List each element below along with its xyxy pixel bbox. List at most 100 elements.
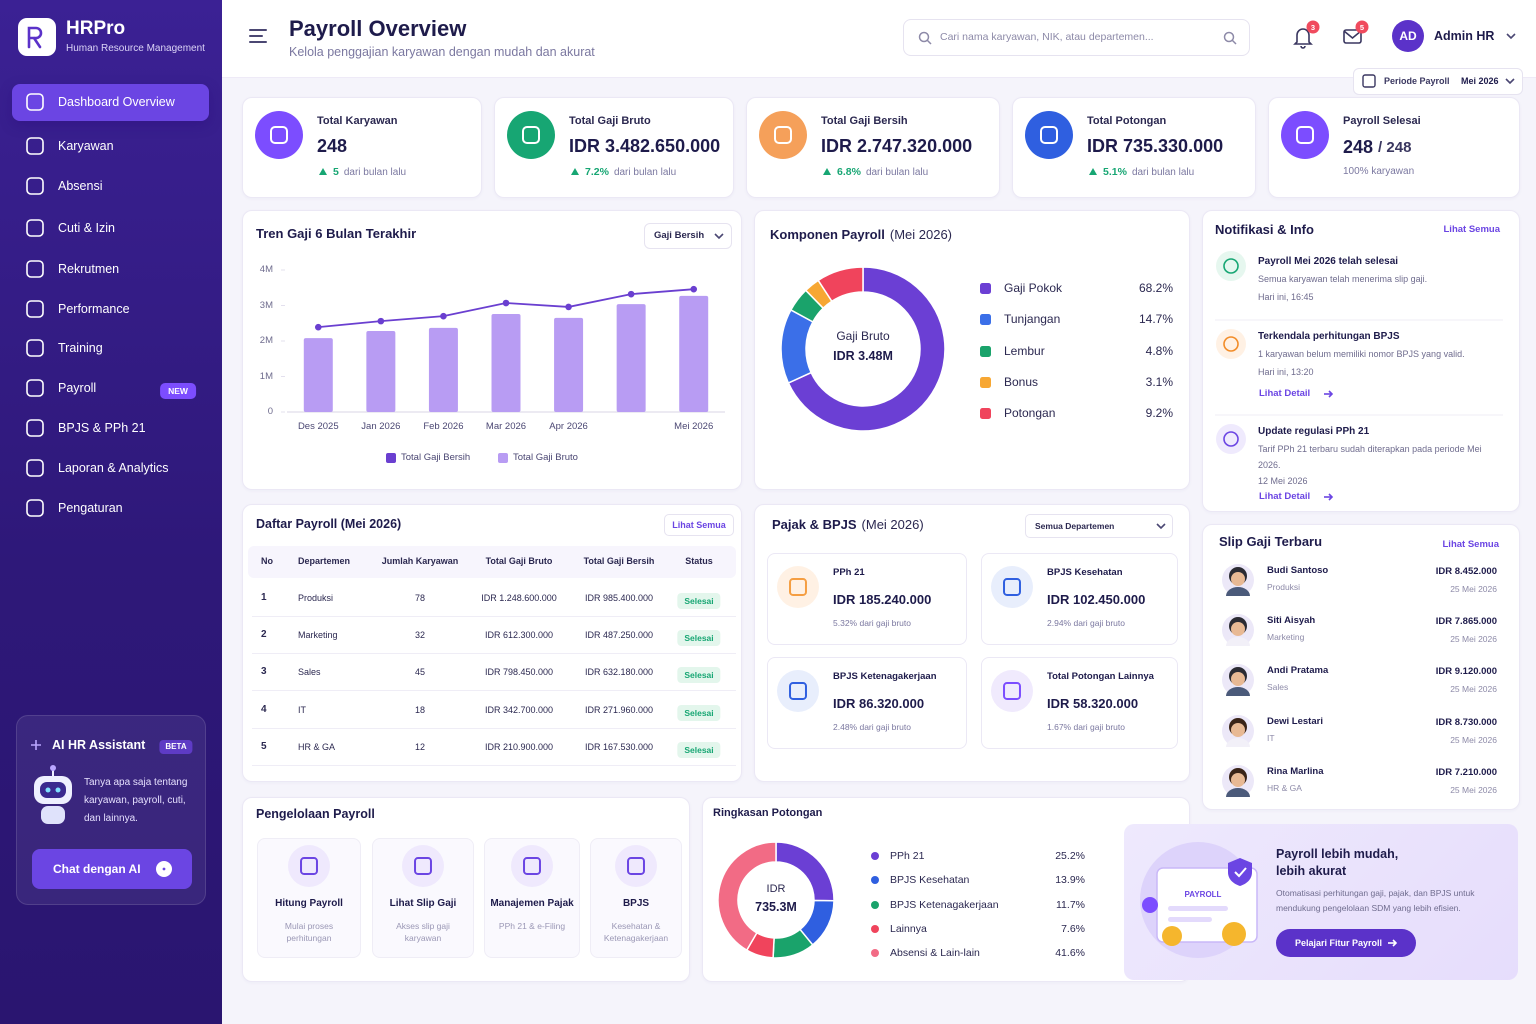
user-name[interactable]: Admin HR — [1434, 28, 1495, 43]
tile-title[interactable]: Hitung Payroll — [275, 898, 343, 909]
menu-item[interactable]: BPJS & PPh 21 — [58, 420, 146, 435]
tile-title[interactable]: Manajemen Pajak — [490, 898, 574, 909]
page-subtitle: Kelola penggajian karyawan dengan mudah … — [289, 44, 595, 59]
table-cell: HR & GA — [298, 741, 336, 752]
table-cell: Marketing — [298, 629, 338, 640]
card-link[interactable]: Lihat Semua — [1443, 224, 1501, 236]
menu-badge: NEW — [160, 382, 196, 400]
table-cell: IDR 1.248.600.000 — [481, 592, 557, 603]
department-select[interactable] — [1025, 514, 1173, 538]
menu-item[interactable]: Training — [58, 340, 103, 355]
table-cell: IDR 487.250.000 — [584, 629, 654, 640]
slip-dept: Produksi — [1267, 581, 1301, 592]
x-tick-label: Mei 2026 — [674, 421, 714, 433]
menu-item[interactable]: Dashboard Overview — [58, 94, 175, 109]
menu-item[interactable]: Karyawan — [58, 138, 114, 153]
table-cell: IDR 632.180.000 — [584, 666, 654, 677]
y-tick-label: 2M — [259, 335, 273, 347]
legend-label: Potongan — [1004, 405, 1056, 420]
stat-change-note: dari bulan lalu — [343, 166, 407, 178]
card-link[interactable]: Lihat Semua — [1442, 539, 1500, 551]
y-tick-label: 0 — [267, 406, 273, 418]
table-cell: Sales — [298, 666, 321, 677]
assistant-title: AI HR Assistant — [52, 737, 146, 752]
chart-dropdown[interactable] — [644, 223, 732, 249]
search-placeholder[interactable]: Cari nama karyawan, NIK, atau departemen… — [940, 30, 1154, 43]
dropdown-label[interactable]: Gaji Bersih — [654, 230, 705, 242]
legend-label: Total Gaji Bruto — [513, 452, 578, 464]
legend-label: Absensi & Lain-lain — [890, 946, 980, 959]
legend-label: Lainnya — [890, 922, 927, 935]
period-select[interactable] — [1353, 68, 1523, 95]
dropdown-label[interactable]: Semua Departemen — [1035, 520, 1115, 531]
slip-name: Andi Pratama — [1267, 665, 1329, 677]
chat-button-label[interactable]: Chat dengan AI — [53, 861, 141, 876]
promo-button-label[interactable]: Pelajari Fitur Payroll — [1295, 937, 1383, 948]
table-cell: 2 — [261, 629, 267, 640]
tax-value: IDR 102.450.000 — [1047, 592, 1146, 608]
table-cell: IDR 612.300.000 — [484, 629, 554, 640]
menu-item[interactable]: Performance — [58, 301, 130, 316]
menu-item[interactable]: Rekrutmen — [58, 261, 120, 276]
table-header-cell: Jumlah Karyawan — [381, 555, 459, 566]
donut-center-value: 735.3M — [755, 899, 797, 914]
legend-value: 68.2% — [1138, 280, 1173, 295]
legend-label: Total Gaji Bersih — [401, 452, 471, 464]
table-cell: 78 — [414, 592, 426, 603]
card-link[interactable]: Lihat Semua — [672, 519, 726, 530]
tax-label: BPJS Kesehatan — [1047, 567, 1123, 579]
slip-amount: IDR 8.730.000 — [1435, 717, 1497, 729]
notification-time: Hari ini, 13:20 — [1258, 366, 1314, 377]
search-box[interactable] — [903, 19, 1250, 56]
tile-title[interactable]: BPJS — [622, 898, 650, 909]
slip-date: 25 Mei 2026 — [1450, 633, 1497, 644]
card-title-main: Pajak & BPJS — [772, 516, 857, 532]
table-header-cell: Departemen — [298, 555, 351, 566]
slip-date: 25 Mei 2026 — [1450, 683, 1497, 694]
status-badge: Selesai — [677, 704, 721, 722]
slip-dept: Sales — [1267, 681, 1289, 692]
promo-text: Otomatisasi perhitungan gaji, pajak, dan… — [1276, 888, 1475, 913]
notification-link[interactable]: Lihat Detail — [1259, 491, 1311, 503]
table-header-cell: No — [261, 555, 273, 566]
table-cell: 45 — [414, 666, 426, 677]
stat-value: IDR 735.330.000 — [1087, 136, 1224, 157]
x-tick-label: Jan 2026 — [361, 421, 401, 433]
menu-item[interactable]: Absensi — [58, 178, 103, 193]
slip-date: 25 Mei 2026 — [1450, 583, 1497, 594]
legend-label: PPh 21 — [890, 849, 925, 862]
stat-value-main: 248 — [1343, 136, 1374, 157]
status-badge: Selesai — [677, 629, 721, 647]
menu-item[interactable]: Laporan & Analytics — [58, 460, 169, 475]
legend-value: 25.2% — [1055, 849, 1085, 862]
period-label: Periode Payroll — [1384, 75, 1450, 86]
menu-item[interactable]: Payroll — [58, 380, 97, 395]
notification-link[interactable]: Lihat Detail — [1259, 388, 1311, 400]
tile-desc: PPh 21 & e-Filing — [498, 921, 566, 931]
tile-desc: Akses slip gaji karyawan — [396, 921, 450, 944]
card-title: Pajak & BPJS (Mei 2026) — [772, 515, 924, 533]
table-cell: IDR 342.700.000 — [484, 704, 554, 715]
stat-change: 7.2% dari bulan lalu — [585, 164, 676, 180]
menu-item[interactable]: Pengaturan — [58, 500, 123, 515]
stat-change-note: dari bulan lalu — [1131, 166, 1195, 178]
menu-active[interactable] — [12, 84, 209, 121]
tile-title[interactable]: Lihat Slip Gaji — [389, 898, 457, 909]
card-title-sub: (Mei 2026) — [861, 516, 924, 532]
menu-item[interactable]: Cuti & Izin — [58, 220, 115, 235]
stat-card — [242, 97, 482, 198]
notification-title: Terkendala perhitungan BPJS — [1258, 331, 1400, 342]
donut-center-label: Gaji Bruto — [836, 328, 890, 343]
table-cell: 5 — [261, 741, 267, 752]
slip-amount: IDR 7.865.000 — [1435, 616, 1497, 628]
trend-card — [242, 210, 742, 490]
link-button[interactable] — [664, 514, 734, 536]
legend-value: 7.6% — [1061, 922, 1085, 935]
illustration-label: PAYROLL — [1184, 890, 1222, 900]
notification-title: Payroll Mei 2026 telah selesai — [1258, 256, 1399, 267]
card-title: Komponen Payroll (Mei 2026) — [770, 225, 952, 243]
table-header — [248, 546, 736, 578]
card-title: Notifikasi & Info — [1215, 222, 1314, 238]
stat-note: 100% karyawan — [1343, 166, 1415, 177]
brand: HRPro — [66, 17, 126, 39]
